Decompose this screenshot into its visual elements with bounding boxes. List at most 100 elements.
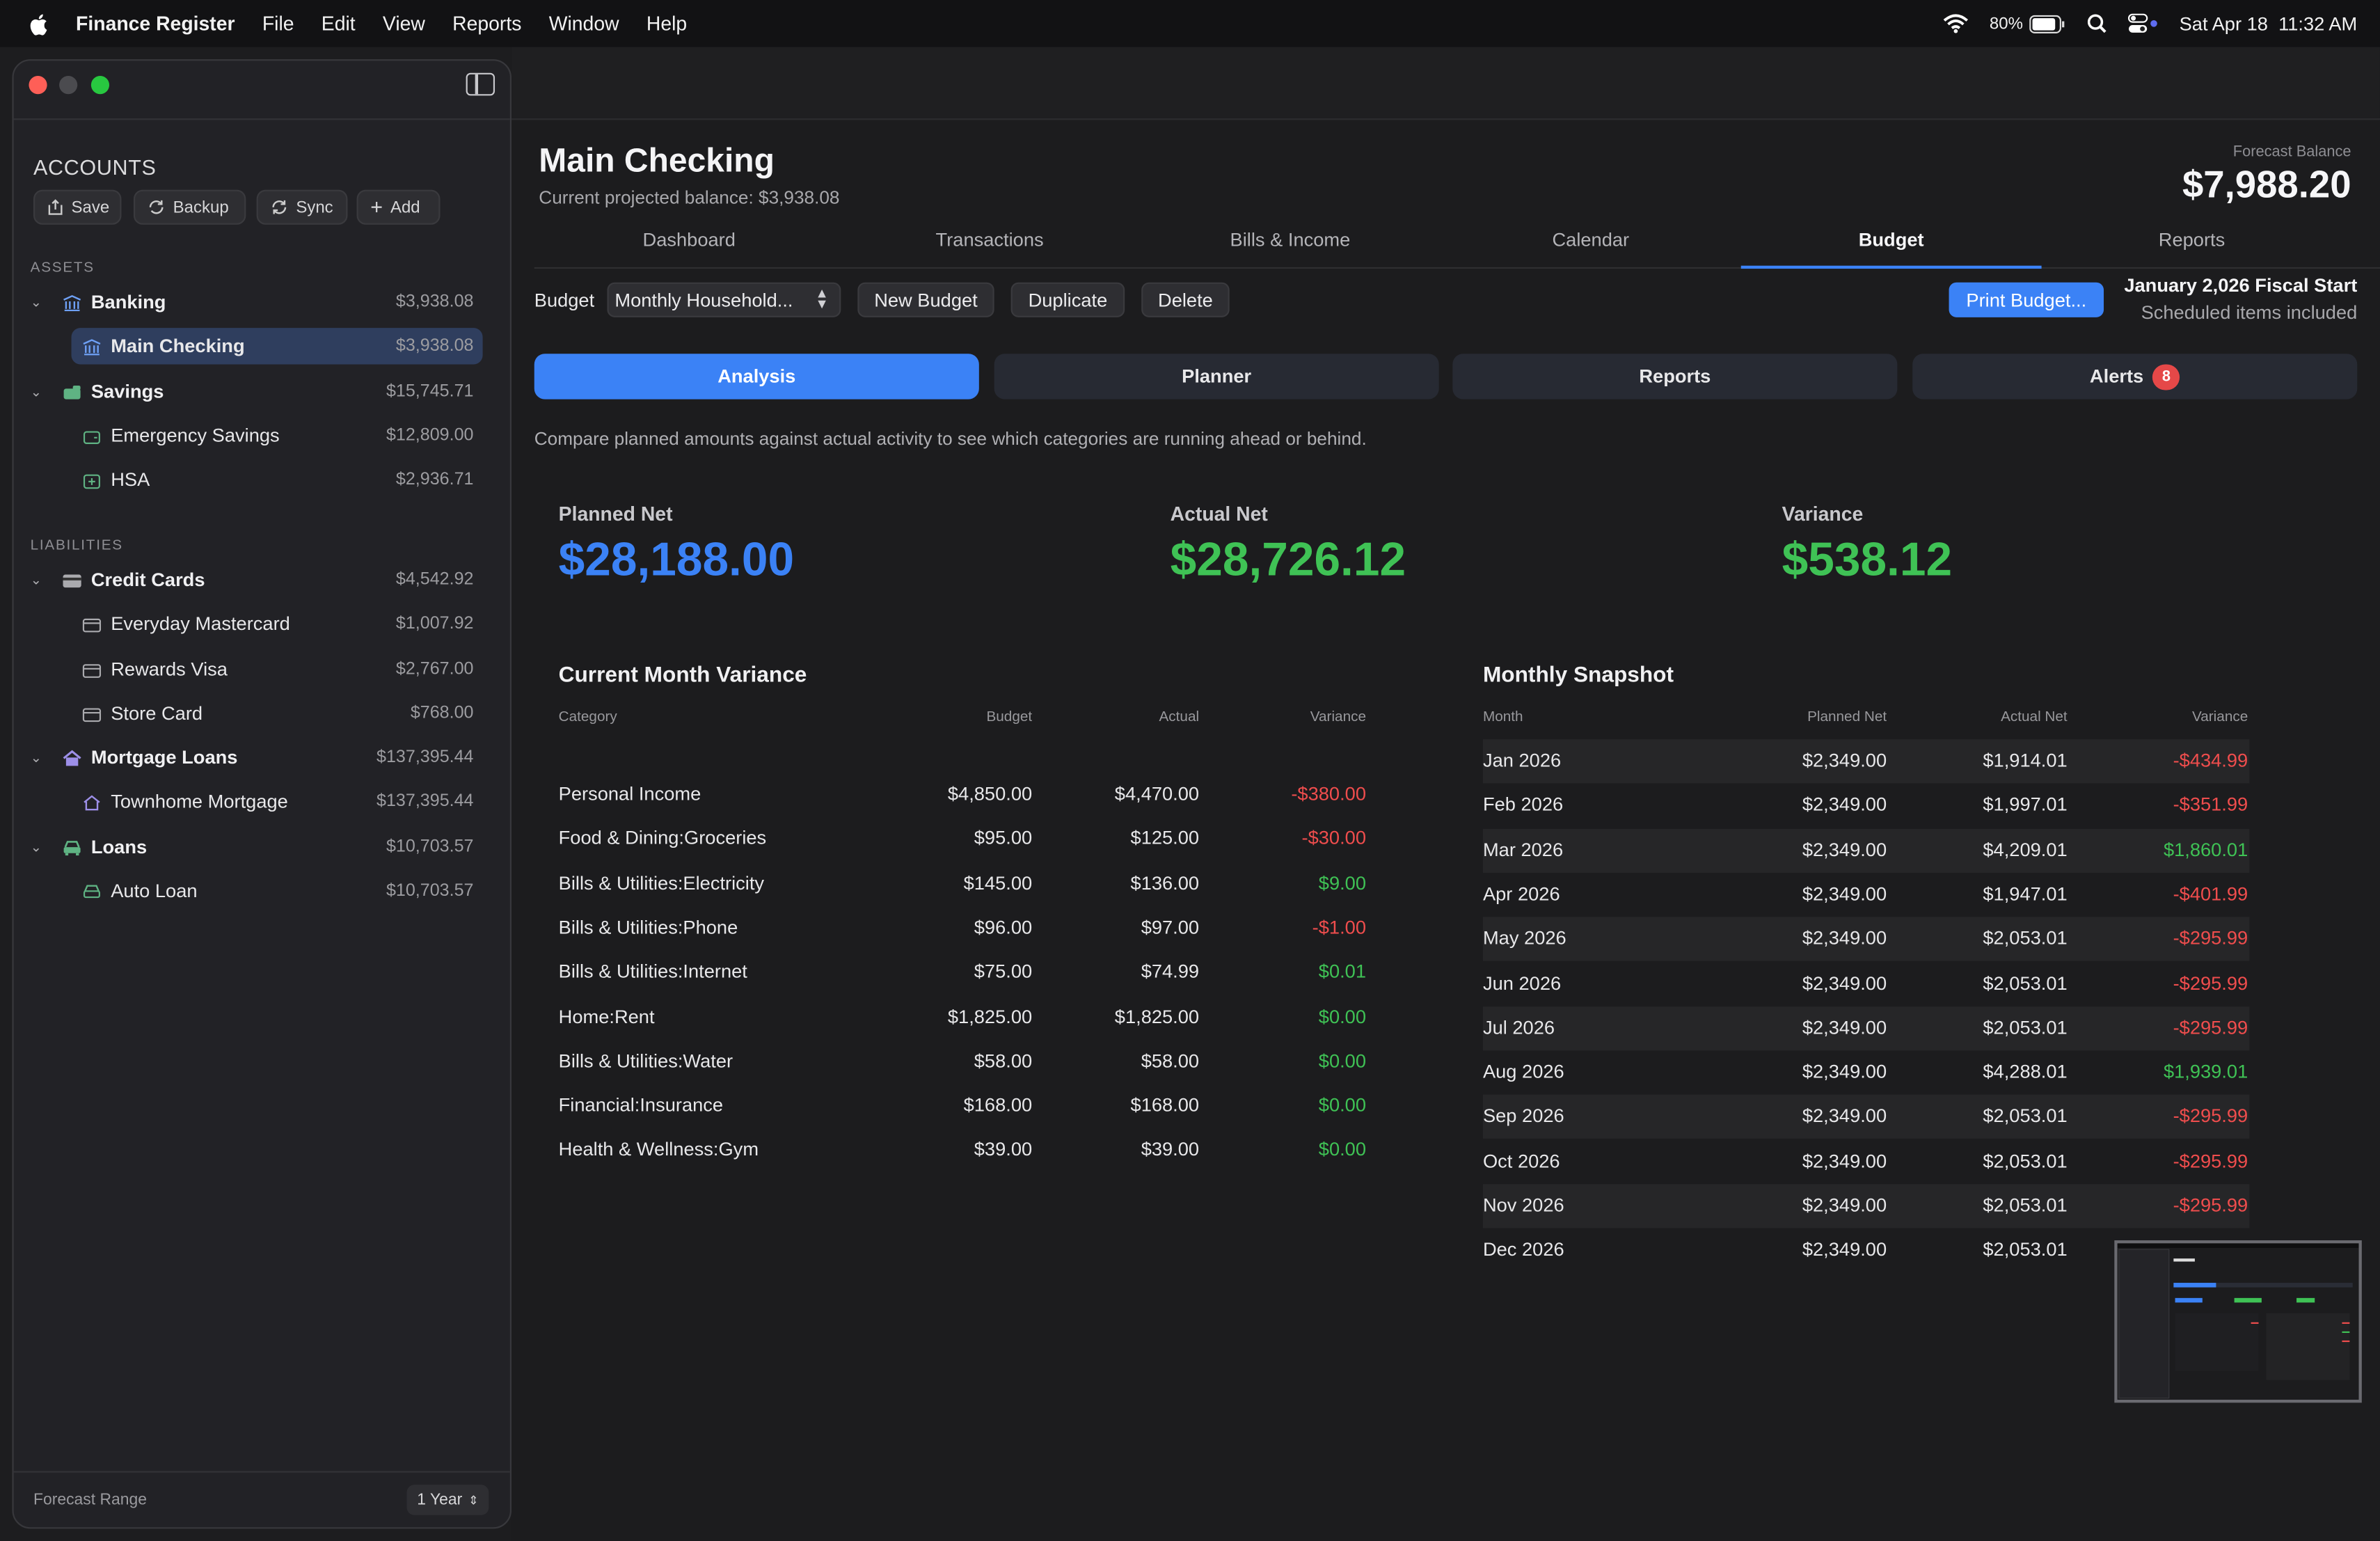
account-store-card[interactable]: Store Card $768.00: [14, 695, 514, 732]
add-account-button[interactable]: + Add: [356, 189, 441, 225]
table-row[interactable]: Bills & Utilities:Internet $75.00 $74.99 $0…: [559, 961, 1366, 1005]
table-row[interactable]: Mar 2026 $2,349.00 $4,209.01 $1,860.01: [1482, 828, 2250, 873]
variance-cell: $0.00: [1318, 1005, 1367, 1027]
table-row[interactable]: Jun 2026 $2,349.00 $2,053.01 -$295.99: [1483, 962, 2249, 1006]
table-row[interactable]: Jul 2026 $2,349.00 $2,053.01 -$295.99: [1482, 1006, 2250, 1050]
table-row[interactable]: Apr 2026 $2,349.00 $1,947.01 -$401.99: [1483, 873, 2249, 917]
menu-edit[interactable]: Edit: [321, 12, 356, 35]
table-row[interactable]: May 2026 $2,349.00 $2,053.01 -$295.99: [1482, 917, 2250, 962]
group-savings[interactable]: ⌄ Savings $15,745.71: [14, 374, 514, 410]
screenshot-thumbnail[interactable]: [2114, 1240, 2362, 1403]
menu-file[interactable]: File: [262, 12, 294, 35]
chevron-down-icon[interactable]: ⌄: [30, 749, 42, 765]
planned-net-value: $28,188.00: [558, 532, 795, 586]
account-hsa[interactable]: HSA $2,936.71: [14, 461, 514, 498]
variance-cell: -$295.99: [2173, 928, 2248, 949]
table-row[interactable]: Jan 2026 $2,349.00 $1,914.01 -$434.99: [1482, 739, 2250, 784]
thumbnail-image: [2117, 1243, 2359, 1400]
segment-planner[interactable]: Planner: [994, 354, 1439, 400]
group-loans[interactable]: ⌄ Loans $10,703.57: [14, 829, 514, 865]
tab-calendar[interactable]: Calendar: [1552, 229, 1630, 251]
battery-icon[interactable]: [2029, 14, 2065, 33]
group-amount: $10,703.57: [386, 837, 474, 857]
account-label: Everyday Mastercard: [111, 613, 290, 635]
apple-logo-icon[interactable]: [27, 11, 49, 35]
wifi-icon[interactable]: [1942, 14, 1968, 33]
segment-analysis[interactable]: Analysis: [534, 354, 979, 400]
search-icon[interactable]: [2087, 14, 2107, 33]
fiscal-start-label: January 2,026 Fiscal Start: [2124, 274, 2358, 297]
menu-reports[interactable]: Reports: [452, 12, 522, 35]
table-row[interactable]: Bills & Utilities:Water $58.00 $58.00 $0.00: [559, 1050, 1366, 1094]
planned-net-cell: $2,349.00: [1802, 1239, 1887, 1261]
table-row[interactable]: Bills & Utilities:Electricity $145.00 $136…: [559, 872, 1366, 916]
account-townhome-mortgage[interactable]: Townhome Mortgage $137,395.44: [14, 783, 514, 819]
menubar-datetime[interactable]: Sat Apr 18 11:32 AM: [2179, 13, 2358, 35]
planned-net-cell: $2,349.00: [1802, 1105, 1887, 1128]
actual-net-cell: $2,053.01: [1983, 1150, 2068, 1172]
duplicate-button[interactable]: Duplicate: [1010, 282, 1125, 317]
account-emergency-savings[interactable]: Emergency Savings $12,809.00: [14, 418, 514, 454]
table-row[interactable]: Health & Wellness:Gym $39.00 $39.00 $0.00: [559, 1139, 1366, 1183]
main-tabs: Dashboard Transactions Bills & Income Ca…: [534, 221, 2380, 269]
column-header-budget: Budget: [986, 709, 1033, 726]
planned-net-cell: $2,349.00: [1802, 1194, 1887, 1217]
table-row[interactable]: Sep 2026 $2,349.00 $2,053.01 -$295.99: [1482, 1095, 2250, 1139]
table-row[interactable]: Nov 2026 $2,349.00 $2,053.01 -$295.99: [1482, 1184, 2250, 1228]
account-main-checking[interactable]: Main Checking $3,938.08: [71, 328, 483, 365]
tab-reports[interactable]: Reports: [2158, 229, 2226, 251]
group-credit-cards[interactable]: ⌄ Credit Cards $4,542.92: [14, 562, 514, 598]
tab-budget[interactable]: Budget: [1740, 221, 2042, 269]
print-budget-button[interactable]: Print Budget...: [1949, 282, 2104, 317]
table-row[interactable]: Food & Dining:Groceries $95.00 $125.00 -$30…: [559, 828, 1366, 871]
menu-view[interactable]: View: [382, 12, 425, 35]
tab-transactions[interactable]: Transactions: [935, 229, 1044, 251]
group-banking[interactable]: ⌄ Banking $3,938.08: [14, 284, 514, 320]
chevron-down-icon[interactable]: ⌄: [30, 383, 42, 399]
planned-net-cell: $2,349.00: [1802, 928, 1887, 949]
delete-button[interactable]: Delete: [1141, 282, 1230, 317]
menu-help[interactable]: Help: [646, 12, 688, 35]
table-row[interactable]: Dec 2026 $2,349.00 $2,053.01: [1483, 1228, 2249, 1272]
minimize-window-button[interactable]: [59, 76, 78, 95]
table-row[interactable]: Financial:Insurance $168.00 $168.00 $0.00: [559, 1095, 1366, 1139]
account-amount: $2,767.00: [395, 660, 474, 679]
group-mortgage-loans[interactable]: ⌄ Mortgage Loans $137,395.44: [14, 739, 514, 775]
account-everyday-mastercard[interactable]: Everyday Mastercard $1,007.92: [14, 606, 514, 642]
close-window-button[interactable]: [29, 76, 47, 95]
variance-cell: -$401.99: [2173, 883, 2248, 905]
sidebar-toggle-icon[interactable]: [466, 72, 495, 96]
segment-alerts[interactable]: Alerts 8: [1912, 354, 2358, 400]
group-label: Banking: [90, 291, 166, 313]
chevron-down-icon[interactable]: ⌄: [30, 839, 42, 854]
forecast-range-select[interactable]: 1 Year ⇕: [406, 1485, 489, 1515]
menu-app-name[interactable]: Finance Register: [76, 12, 235, 35]
chevron-down-icon[interactable]: ⌄: [30, 571, 42, 587]
segment-reports[interactable]: Reports: [1452, 354, 1898, 400]
backup-button[interactable]: Backup: [133, 189, 246, 225]
category-cell: Financial:Insurance: [558, 1094, 724, 1116]
table-row[interactable]: Feb 2026 $2,349.00 $1,997.01 -$351.99: [1483, 784, 2249, 828]
chevron-down-icon[interactable]: ⌄: [30, 294, 42, 309]
bank-icon: [63, 294, 81, 311]
save-button[interactable]: Save: [33, 189, 122, 225]
budget-cell: $75.00: [974, 961, 1033, 983]
sidebar: ACCOUNTS Save Backup Sync + Add ASSETS ⌄…: [12, 59, 514, 1529]
menu-window[interactable]: Window: [548, 12, 619, 35]
tab-dashboard[interactable]: Dashboard: [642, 229, 736, 251]
account-auto-loan[interactable]: Auto Loan $10,703.57: [14, 873, 514, 909]
bank-icon: [83, 338, 101, 355]
table-row[interactable]: Aug 2026 $2,349.00 $4,288.01 $1,939.01: [1483, 1051, 2249, 1095]
table-row[interactable]: Personal Income $4,850.00 $4,470.00 -$380.0…: [559, 783, 1366, 827]
table-row[interactable]: Oct 2026 $2,349.00 $2,053.01 -$295.99: [1483, 1139, 2249, 1183]
tab-bills-income[interactable]: Bills & Income: [1230, 229, 1351, 251]
sync-button[interactable]: Sync: [256, 189, 348, 225]
table-row[interactable]: Bills & Utilities:Phone $96.00 $97.00 -$1.0…: [559, 917, 1366, 961]
budget-select[interactable]: Monthly Household... ▲ ▼: [607, 282, 841, 317]
credit-card-icon: [82, 707, 102, 722]
control-center-icon[interactable]: [2127, 13, 2158, 33]
new-budget-button[interactable]: New Budget: [857, 282, 994, 317]
zoom-window-button[interactable]: [90, 76, 110, 95]
account-rewards-visa[interactable]: Rewards Visa $2,767.00: [14, 651, 514, 688]
table-row[interactable]: Home:Rent $1,825.00 $1,825.00 $0.00: [559, 1006, 1366, 1050]
